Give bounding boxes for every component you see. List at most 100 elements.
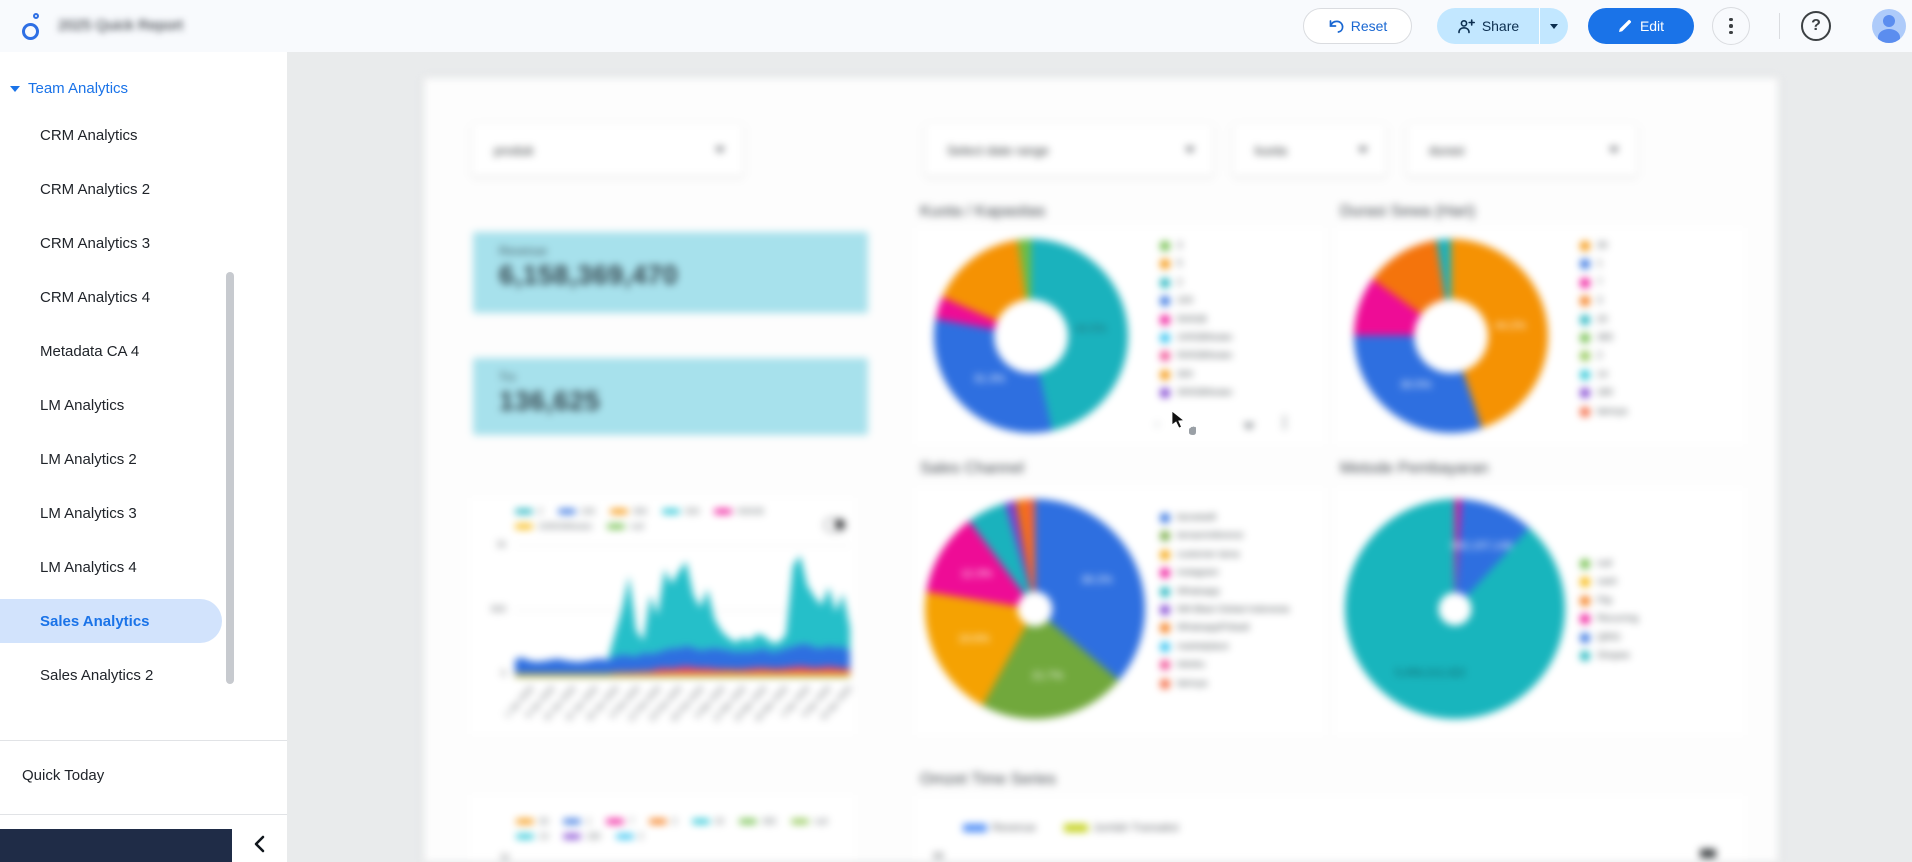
sidebar-scrollbar-thumb[interactable] bbox=[226, 272, 234, 684]
legend-item[interactable]: WA Blast Global Indonesia bbox=[1160, 604, 1320, 615]
legend-item[interactable]: null bbox=[607, 521, 644, 531]
legend-item[interactable]: 500GB/bulan bbox=[1160, 350, 1320, 362]
legend-item[interactable]: 30 bbox=[1580, 240, 1740, 251]
visibility-toggle-icon[interactable] bbox=[824, 518, 846, 532]
legend-item[interactable]: 500GB bbox=[1160, 314, 1320, 325]
help-button[interactable]: ? bbox=[1801, 11, 1831, 41]
sidebar-item-lm-analytics-4[interactable]: LM Analytics 4 bbox=[40, 558, 137, 576]
legend-item[interactable]: 300 bbox=[609, 506, 647, 516]
sidebar-item-crm-analytics[interactable]: CRM Analytics bbox=[40, 126, 138, 144]
legend-item[interactable]: 2 bbox=[515, 506, 543, 516]
legend-item[interactable]: 365 bbox=[739, 816, 776, 826]
legend-item[interactable]: customer lama bbox=[1160, 549, 1320, 560]
share-button[interactable]: Share bbox=[1437, 8, 1568, 44]
legend-item[interactable]: 14 bbox=[516, 831, 548, 841]
report-title[interactable]: 2025 Quick Report bbox=[58, 17, 184, 34]
legend-item[interactable]: 180 bbox=[1580, 387, 1740, 399]
legend-item[interactable]: 2 bbox=[1160, 277, 1320, 288]
legend-item[interactable]: lainnya bbox=[1160, 678, 1320, 689]
legend-item[interactable]: cash bbox=[1580, 576, 1740, 588]
legend-item[interactable]: 100GB/bulan bbox=[1160, 332, 1320, 343]
legend-item[interactable]: 1 bbox=[1580, 258, 1740, 270]
legend-item[interactable]: 180 bbox=[563, 831, 601, 841]
legend-item[interactable]: 500GB bbox=[714, 506, 764, 516]
legend-item[interactable]: 1 bbox=[563, 816, 591, 826]
legend-swatch-icon bbox=[1580, 314, 1590, 325]
filter-label: Select date range bbox=[947, 142, 1049, 158]
legend-item[interactable]: instagram bbox=[1160, 567, 1320, 579]
edit-button[interactable]: Edit bbox=[1588, 8, 1694, 44]
legend-item[interactable]: Jumlah Transaksi bbox=[1064, 822, 1179, 834]
legend-item[interactable]: Flip bbox=[1580, 595, 1740, 606]
legend-item[interactable]: 300 bbox=[1160, 369, 1320, 380]
filter-kuota[interactable]: kuota bbox=[1233, 124, 1386, 176]
trx-scorecard[interactable]: Trx 136,625 bbox=[473, 358, 868, 435]
sidebar-item-crm-analytics-2[interactable]: CRM Analytics 2 bbox=[40, 180, 151, 198]
sidebar-item-crm-analytics-3[interactable]: CRM Analytics 3 bbox=[40, 234, 151, 252]
durasi-donut-chart[interactable]: 44.2% 30.5% bbox=[1354, 239, 1548, 433]
legend-item[interactable]: 5 bbox=[1160, 258, 1320, 270]
legend-item[interactable]: 20 bbox=[1580, 314, 1740, 325]
filter-produk[interactable]: produk bbox=[472, 124, 743, 176]
sidebar-collapse-button[interactable] bbox=[246, 832, 272, 858]
drag-handle-icon[interactable] bbox=[1700, 849, 1716, 858]
durasi-legend: 30 1 7 3 20 365 2 14 180 lainnya bbox=[1580, 240, 1740, 424]
more-options-button[interactable] bbox=[1712, 7, 1750, 45]
legend-item[interactable]: 365 bbox=[1580, 332, 1740, 343]
legend-item[interactable]: 1000GB/bulan bbox=[515, 521, 592, 531]
legend-item[interactable]: 3 bbox=[1160, 240, 1320, 251]
legend-item[interactable]: 300GB/bulan bbox=[1160, 387, 1320, 399]
sidebar-item-lm-analytics[interactable]: LM Analytics bbox=[40, 396, 125, 414]
legend-item[interactable]: null bbox=[791, 816, 828, 826]
sidebar-item-sales-analytics[interactable]: Sales Analytics bbox=[0, 599, 222, 643]
legend-item[interactable]: Whatsapp bbox=[1160, 586, 1320, 597]
legend-item[interactable]: 500 bbox=[662, 506, 699, 516]
legend-item[interactable]: 100 bbox=[557, 506, 595, 516]
legend-item[interactable]: lainnya bbox=[1580, 406, 1740, 417]
sidebar-item-lm-analytics-2[interactable]: LM Analytics 2 bbox=[40, 450, 137, 468]
legend-item[interactable]: teman/referensi bbox=[1160, 530, 1320, 542]
app-logo-icon[interactable] bbox=[21, 12, 49, 40]
legend-item[interactable]: Recurring bbox=[1580, 613, 1740, 625]
trx-stacked-area-chart[interactable] bbox=[515, 540, 850, 677]
legend-item[interactable]: Shopee bbox=[1580, 650, 1740, 661]
sidebar-item-sales-analytics-2[interactable]: Sales Analytics 2 bbox=[40, 666, 154, 684]
legend-item[interactable]: tokoku bbox=[1160, 659, 1320, 671]
legend-swatch-icon bbox=[791, 818, 810, 824]
legend-item[interactable]: 7 bbox=[606, 816, 634, 826]
legend-item[interactable]: null bbox=[1580, 558, 1740, 569]
chart-more-icon[interactable] bbox=[1283, 416, 1286, 429]
legend-item[interactable]: 100 bbox=[1160, 295, 1320, 307]
legend-item[interactable]: 14 bbox=[1580, 369, 1740, 380]
legend-item[interactable]: 20 bbox=[691, 816, 724, 826]
legend-item[interactable]: 2 bbox=[1580, 350, 1740, 362]
filter-date-range[interactable]: Select date range bbox=[925, 124, 1213, 176]
sidebar-item-crm-analytics-4[interactable]: CRM Analytics 4 bbox=[40, 288, 151, 306]
sidebar-item-quick-today[interactable]: Quick Today bbox=[22, 766, 105, 784]
legend-swatch-icon bbox=[714, 508, 733, 514]
sidebar-item-metadata-ca-4[interactable]: Metadata CA 4 bbox=[40, 342, 140, 360]
legend-item[interactable]: biznetwifi bbox=[1160, 512, 1320, 523]
filter-durasi[interactable]: durasi bbox=[1407, 124, 1637, 176]
legend-item[interactable]: marketplace bbox=[1160, 641, 1320, 652]
user-avatar[interactable] bbox=[1872, 9, 1906, 43]
legend-prev-icon[interactable]: ‹ bbox=[1155, 416, 1160, 431]
share-dropdown-button[interactable] bbox=[1540, 8, 1568, 44]
sidebar-section-team-analytics[interactable]: Team Analytics bbox=[10, 80, 128, 97]
metode-pie-chart[interactable]: 682,157,148 5,456,212,322 bbox=[1345, 499, 1565, 719]
legend-item[interactable]: 7 bbox=[1580, 277, 1740, 288]
kuota-donut-chart[interactable]: 44.5% 31.3% bbox=[934, 239, 1128, 433]
legend-item[interactable]: 3 bbox=[1580, 295, 1740, 307]
slice-label: 44.5% bbox=[1075, 323, 1107, 336]
legend-item[interactable]: 3 bbox=[648, 816, 677, 826]
legend-item[interactable]: Revenue bbox=[963, 822, 1036, 834]
reset-button[interactable]: Reset bbox=[1303, 8, 1412, 44]
revenue-scorecard[interactable]: Revenue 6,158,369,470 bbox=[473, 232, 868, 313]
sales-channel-pie-chart[interactable]: 36.2% 21.7% 19.6% 12.3% bbox=[925, 499, 1145, 719]
legend-item[interactable]: 2 bbox=[615, 831, 643, 841]
legend-item[interactable]: QRIS bbox=[1580, 632, 1740, 643]
legend-item[interactable]: WhatsappPribadi bbox=[1160, 622, 1320, 634]
filter-triangle-icon[interactable] bbox=[1243, 423, 1255, 430]
legend-item[interactable]: 30 bbox=[516, 816, 548, 826]
sidebar-item-lm-analytics-3[interactable]: LM Analytics 3 bbox=[40, 504, 137, 522]
